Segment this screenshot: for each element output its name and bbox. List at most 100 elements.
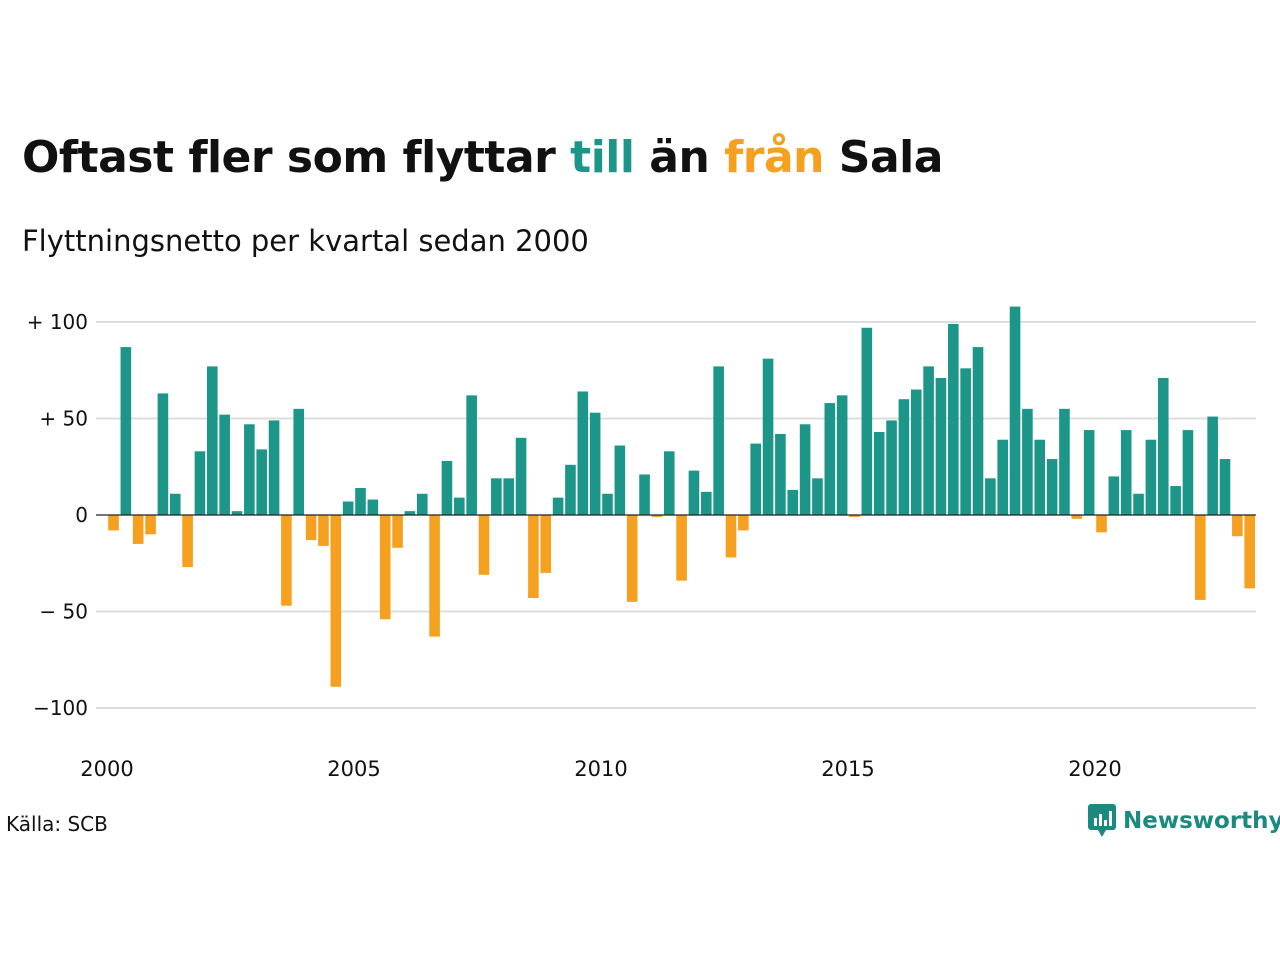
bar-quarter-52 <box>738 515 749 531</box>
bar-quarter-5 <box>157 393 169 515</box>
bar-quarter-30 <box>466 395 477 515</box>
bar-quarter-34 <box>515 437 527 515</box>
bar-quarter-29 <box>454 497 465 515</box>
bar-quarter-41 <box>602 493 613 515</box>
bar-quarter-92 <box>1232 515 1243 537</box>
bar-quarter-17 <box>305 515 317 541</box>
title-till: till <box>570 132 635 183</box>
bar-quarter-39 <box>577 391 589 515</box>
bar-quarter-48 <box>688 470 700 515</box>
bar-quarter-4 <box>145 515 156 535</box>
bar-quarter-67 <box>923 366 934 515</box>
bar-quarter-33 <box>503 478 514 515</box>
x-tick-label: 2005 <box>327 757 380 781</box>
y-axis-labels: + 100 + 50 0 − 50 −100 <box>27 310 88 720</box>
bar-quarter-72 <box>985 478 996 515</box>
bar-quarter-25 <box>404 511 416 515</box>
bar-quarter-71 <box>972 347 984 515</box>
bar-quarter-19 <box>330 515 342 687</box>
bar-quarter-60 <box>836 395 848 515</box>
bar-quarter-22 <box>367 499 379 515</box>
bar-quarter-83 <box>1120 430 1132 515</box>
bar-quarter-13 <box>256 449 267 515</box>
bar-quarter-78 <box>1059 408 1070 515</box>
bar-quarter-87 <box>1170 486 1181 515</box>
bar-quarter-56 <box>787 489 799 515</box>
bar-quarter-14 <box>268 420 280 515</box>
bar-quarter-15 <box>281 515 292 606</box>
bar-quarter-40 <box>589 412 601 515</box>
title-part2: än <box>634 132 725 183</box>
bar-quarter-88 <box>1182 430 1194 515</box>
bar-quarter-75 <box>1022 408 1033 515</box>
bar-quarter-49 <box>701 491 712 515</box>
x-axis-labels: 2000 2005 2010 2015 2020 <box>80 757 1121 781</box>
bar-quarter-77 <box>1046 459 1058 515</box>
bar-quarter-62 <box>861 327 873 515</box>
bar-quarter-82 <box>1108 476 1120 515</box>
bar-quarter-9 <box>207 366 218 515</box>
bar-quarter-84 <box>1133 493 1144 515</box>
y-tick-label: + 50 <box>39 407 88 431</box>
bar-quarter-70 <box>960 368 971 515</box>
bar-quarter-27 <box>429 515 440 637</box>
bar-quarter-20 <box>342 501 354 515</box>
bar-quarter-63 <box>873 432 885 515</box>
bar-quarter-68 <box>935 377 947 515</box>
bar-quarter-2 <box>120 347 132 515</box>
y-tick-label: + 100 <box>27 310 88 334</box>
bar-quarter-51 <box>725 515 737 558</box>
newsworthy-icon <box>1088 804 1116 837</box>
bar-quarter-6 <box>169 493 181 515</box>
bar-quarter-24 <box>392 515 403 548</box>
bar-quarter-28 <box>441 460 453 515</box>
bar-quarter-21 <box>355 487 366 515</box>
bar-quarter-57 <box>799 424 811 515</box>
y-tick-label: 0 <box>75 503 88 527</box>
y-tick-label: −100 <box>33 696 88 720</box>
bar-quarter-53 <box>750 443 761 515</box>
bar-quarter-54 <box>762 358 774 515</box>
bar-quarter-86 <box>1157 377 1169 515</box>
bar-quarter-50 <box>713 366 724 515</box>
bar-quarter-12 <box>244 424 255 515</box>
x-tick-label: 2020 <box>1068 757 1121 781</box>
bar-quarter-45 <box>651 515 663 517</box>
title-part1: Oftast fler som flyttar <box>22 132 571 183</box>
title-fran: från <box>724 132 824 183</box>
bar-quarter-59 <box>824 403 836 515</box>
bar-quarter-55 <box>775 433 786 515</box>
x-tick-label: 2000 <box>80 757 133 781</box>
bars <box>108 306 1255 687</box>
bar-quarter-69 <box>948 323 959 515</box>
bar-quarter-37 <box>552 497 564 515</box>
bar-quarter-58 <box>812 478 823 515</box>
bar-quarter-31 <box>478 515 490 575</box>
bar-quarter-43 <box>626 515 638 602</box>
bar-quarter-1 <box>108 515 119 531</box>
y-tick-label: − 50 <box>39 600 88 624</box>
bar-quarter-18 <box>318 515 329 546</box>
title-part3: Sala <box>823 132 944 183</box>
brand-logo: Newsworthy <box>1087 803 1280 839</box>
bar-quarter-89 <box>1195 515 1206 600</box>
bar-quarter-91 <box>1219 459 1231 515</box>
bar-quarter-36 <box>540 515 552 573</box>
brand-name: Newsworthy <box>1123 808 1280 834</box>
bar-quarter-74 <box>1009 306 1021 515</box>
bar-quarter-76 <box>1034 439 1046 515</box>
bar-quarter-32 <box>491 478 502 515</box>
bar-quarter-26 <box>416 493 428 515</box>
bar-quarter-23 <box>379 515 391 620</box>
bar-quarter-46 <box>663 451 675 515</box>
bar-quarter-80 <box>1083 430 1095 515</box>
x-tick-label: 2010 <box>574 757 627 781</box>
bar-quarter-47 <box>676 515 687 581</box>
x-tick-label: 2015 <box>821 757 874 781</box>
bar-quarter-16 <box>293 408 305 515</box>
bar-quarter-42 <box>614 445 626 515</box>
chart-subtitle: Flyttningsnetto per kvartal sedan 2000 <box>22 224 589 258</box>
bar-quarter-65 <box>898 399 910 515</box>
bar-quarter-8 <box>194 451 206 515</box>
bar-quarter-61 <box>849 515 860 517</box>
